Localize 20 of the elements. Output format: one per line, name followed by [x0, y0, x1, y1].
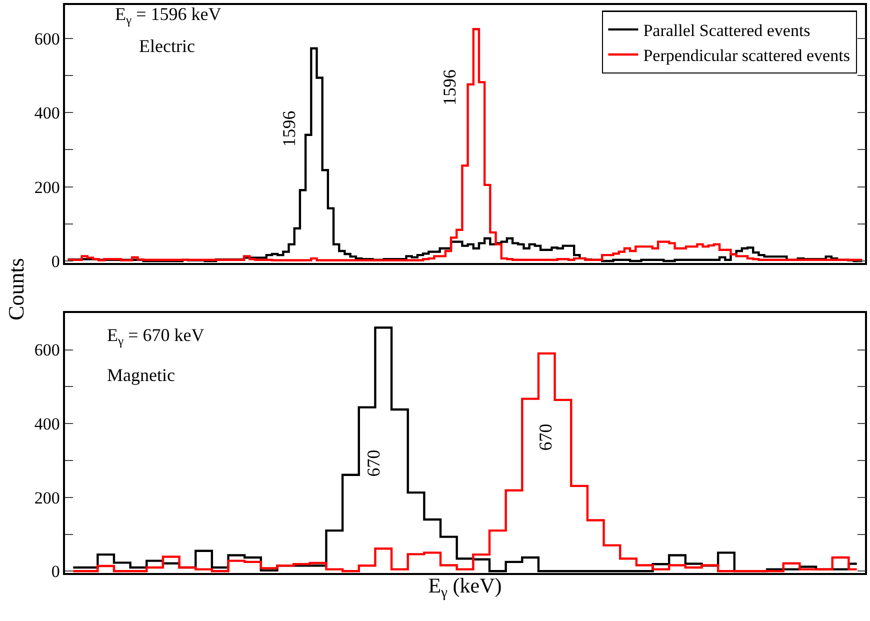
annotation: 1596: [279, 110, 300, 147]
y-tick-label: 600: [34, 29, 60, 48]
y-tick-label: 600: [34, 340, 60, 360]
annotation: 670: [535, 424, 556, 451]
annotation: 1596: [439, 70, 460, 106]
x-axis-title: E$_{γ}$ (keV): [428, 573, 502, 601]
annotation: E$_{γ}$ = 1596 keV: [115, 4, 222, 27]
y-tick-label: 200: [34, 178, 60, 197]
annotation: E$_{γ}$ = 670 keV: [107, 325, 204, 348]
y-axis-title: Counts: [3, 258, 28, 320]
y-tick-label: 0: [51, 562, 60, 582]
y-tick-label: 200: [34, 488, 60, 508]
y-tick-label: 400: [34, 104, 60, 123]
y-tick-label: 400: [34, 414, 60, 434]
annotation: Electric: [139, 36, 195, 56]
y-tick-label: 0: [51, 252, 60, 271]
legend-label: Perpendicular scattered events: [643, 46, 850, 66]
annotation: 670: [363, 450, 384, 477]
annotation: Magnetic: [107, 365, 175, 385]
legend-label: Parallel Scattered events: [643, 21, 810, 40]
